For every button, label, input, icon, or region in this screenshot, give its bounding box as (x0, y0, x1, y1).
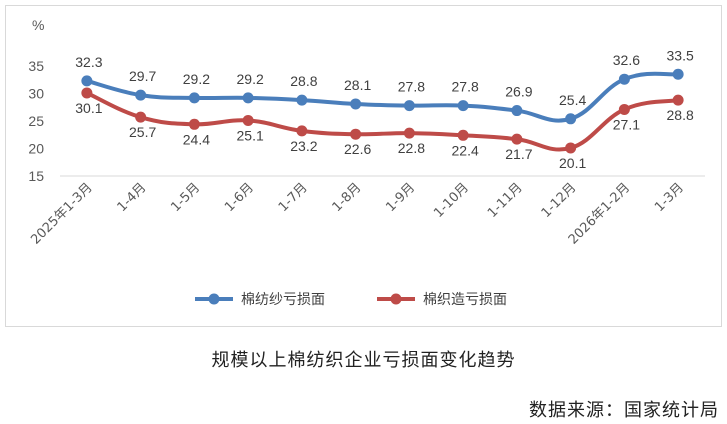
data-point (511, 133, 523, 145)
data-point (242, 114, 254, 126)
data-label: 22.4 (452, 142, 479, 158)
legend-marker-2 (390, 293, 402, 305)
legend-marker-1 (208, 293, 220, 305)
data-label: 23.2 (290, 138, 317, 154)
series-line-1 (84, 71, 681, 123)
data-point (188, 92, 200, 104)
data-point (188, 118, 200, 130)
data-label: 27.8 (452, 79, 479, 95)
figure-caption: 规模以上棉纺织企业亏损面变化趋势 (211, 350, 516, 371)
data-label: 28.8 (290, 73, 317, 89)
data-point (296, 94, 308, 106)
x-tick-label: 1-5月 (168, 180, 203, 215)
x-tick-label: 1-8月 (330, 180, 365, 215)
data-point (296, 125, 308, 137)
y-tick-label: 25 (28, 113, 44, 129)
data-label: 29.7 (129, 68, 156, 84)
data-label: 29.2 (237, 71, 264, 87)
data-label: 25.7 (129, 124, 156, 140)
x-tick-label: 1-12月 (539, 180, 580, 221)
data-point (565, 142, 577, 154)
data-point (242, 92, 254, 104)
y-tick-label: 20 (28, 141, 44, 157)
data-point (618, 73, 630, 85)
data-label: 28.1 (344, 77, 371, 93)
y-tick-label: 30 (28, 86, 44, 102)
x-tick-label: 1-7月 (276, 180, 311, 215)
data-point (672, 68, 684, 80)
data-point (403, 127, 415, 139)
series-line-2 (84, 90, 681, 152)
data-label: 24.4 (183, 131, 210, 147)
data-point (350, 98, 362, 110)
data-source: 数据来源：国家统计局 (529, 400, 719, 421)
x-tick-label: 1-11月 (485, 180, 526, 221)
x-tick-label: 1-3月 (652, 180, 687, 215)
data-label: 25.4 (559, 92, 586, 108)
data-point (511, 105, 523, 117)
data-label: 30.1 (75, 100, 102, 116)
data-label: 29.2 (183, 71, 210, 87)
data-label: 21.7 (505, 146, 532, 162)
line-chart: % 15 20 25 30 35 2025年1-3月 1-4月 1-5月 1-6月 1-7月 1-8月… (28, 17, 705, 308)
data-point (350, 128, 362, 140)
x-tick-label: 1-9月 (383, 180, 418, 215)
data-point (135, 89, 147, 101)
data-label: 32.3 (75, 54, 102, 70)
x-tick-label: 1-10月 (431, 180, 472, 221)
chart-frame (5, 5, 722, 327)
data-point (618, 103, 630, 115)
data-point (403, 100, 415, 112)
data-point (81, 87, 93, 99)
legend-label: 棉纺纱亏损面 (241, 291, 325, 308)
legend-label: 棉织造亏损面 (423, 291, 507, 308)
x-tick-label: 1-4月 (115, 180, 150, 215)
y-tick-label: 15 (28, 168, 44, 184)
data-label: 27.8 (398, 79, 425, 95)
y-tick-label: 35 (28, 58, 44, 74)
data-point (135, 111, 147, 123)
data-label: 22.6 (344, 141, 371, 157)
data-point (672, 94, 684, 106)
y-axis-unit-label: % (32, 17, 44, 33)
data-point (457, 100, 469, 112)
data-label: 33.5 (667, 47, 694, 63)
data-label: 27.1 (613, 116, 640, 132)
data-point (565, 113, 577, 125)
data-label: 20.1 (559, 155, 586, 171)
data-label: 32.6 (613, 52, 640, 68)
data-label: 26.9 (505, 84, 532, 100)
data-label: 28.8 (667, 107, 694, 123)
data-label: 22.8 (398, 140, 425, 156)
x-tick-label: 1-6月 (222, 180, 257, 215)
data-point (457, 129, 469, 141)
data-label: 25.1 (237, 127, 264, 143)
data-point (81, 75, 93, 87)
x-tick-label: 2025年1-3月 (28, 180, 95, 247)
